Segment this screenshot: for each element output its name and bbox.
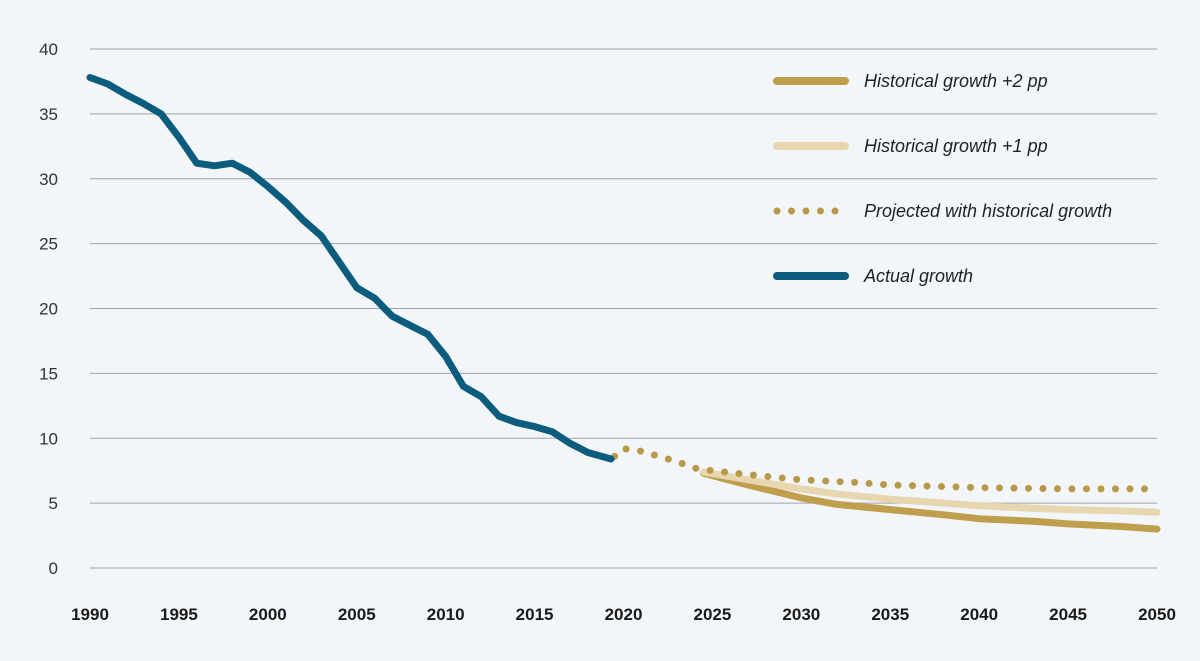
legend-label: Actual growth [863, 266, 973, 286]
y-tick-label: 0 [49, 559, 58, 578]
x-tick-label: 2005 [338, 605, 376, 624]
y-tick-label: 15 [39, 364, 58, 383]
y-tick-label: 10 [39, 429, 58, 448]
y-axis-ticks: 0 5 10 15 20 25 30 35 40 [39, 40, 58, 578]
y-tick-label: 35 [39, 105, 58, 124]
legend-label: Projected with historical growth [864, 201, 1112, 221]
x-tick-label: 2010 [427, 605, 465, 624]
x-tick-label: 2040 [960, 605, 998, 624]
y-tick-label: 25 [39, 235, 58, 254]
series-line-projected-with-historical-growth [611, 445, 1161, 493]
y-tick-label: 30 [39, 170, 58, 189]
y-tick-label: 40 [39, 40, 58, 59]
x-axis-ticks: 1990 1995 2000 2005 2010 2015 2020 2025 2030 2035… [71, 605, 1176, 624]
x-tick-label: 1990 [71, 605, 109, 624]
legend: Historical growth +2 pp Historical growth… [773, 71, 1112, 286]
legend-label: Historical growth +2 pp [864, 71, 1048, 91]
x-tick-label: 2045 [1049, 605, 1087, 624]
series-line-historical-growth-1-pp [700, 468, 1161, 516]
x-tick-label: 1995 [160, 605, 198, 624]
x-tick-label: 2020 [605, 605, 643, 624]
x-tick-label: 2000 [249, 605, 287, 624]
y-tick-label: 5 [49, 494, 58, 513]
series-line-historical-growth-2-pp [700, 469, 1161, 533]
x-tick-label: 2025 [694, 605, 732, 624]
x-tick-label: 2030 [782, 605, 820, 624]
series-line-actual-growth [86, 74, 615, 463]
x-tick-label: 2035 [871, 605, 909, 624]
x-tick-label: 2015 [516, 605, 554, 624]
grid-lines [90, 48, 1157, 569]
series-lines [86, 74, 1161, 533]
legend-label: Historical growth +1 pp [864, 136, 1048, 156]
y-tick-label: 20 [39, 300, 58, 319]
x-tick-label: 2050 [1138, 605, 1176, 624]
